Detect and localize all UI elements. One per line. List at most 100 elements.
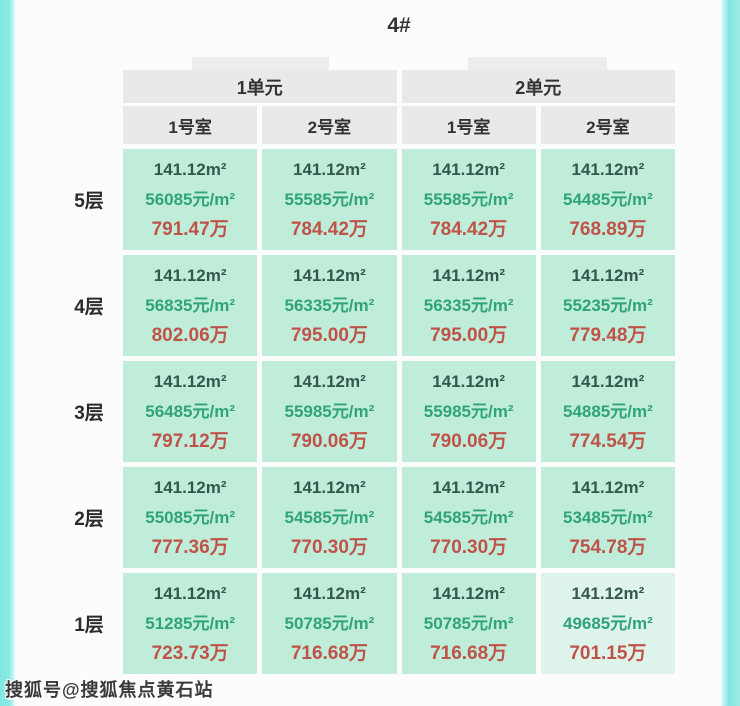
price-cell: 141.12m² 56835元/m² 802.06万 <box>123 255 258 356</box>
price-cell: 141.12m² 55985元/m² 790.06万 <box>401 361 536 462</box>
price-cell: 141.12m² 54585元/m² 770.30万 <box>262 467 397 568</box>
unit-price-value: 53485元/m² <box>562 507 653 527</box>
unit-price-value: 56485元/m² <box>145 401 236 421</box>
total-price-value: 802.06万 <box>151 324 229 346</box>
price-cell: 141.12m² 55585元/m² 784.42万 <box>262 149 397 250</box>
price-cell: 141.12m² 56335元/m² 795.00万 <box>401 255 536 356</box>
room-header-u2r2: 2号室 <box>540 106 675 144</box>
total-price-value: 716.68万 <box>290 642 368 664</box>
total-price-value: 716.68万 <box>430 642 508 664</box>
floor-label: 2层 <box>74 509 104 530</box>
area-value: 141.12m² <box>432 265 506 285</box>
area-value: 141.12m² <box>153 159 227 179</box>
unit-price-value: 50785元/m² <box>423 613 514 633</box>
area-value: 141.12m² <box>432 159 506 179</box>
unit-price-value: 55585元/m² <box>423 189 514 209</box>
area-value: 141.12m² <box>571 477 645 497</box>
total-price-value: 768.89万 <box>569 218 647 240</box>
unit-1-header: 1单元 <box>123 70 397 103</box>
price-cell: 141.12m² 55085元/m² 777.36万 <box>123 467 258 568</box>
total-price-value: 797.12万 <box>151 430 229 452</box>
unit-tabs-row <box>55 57 675 70</box>
price-cell: 141.12m² 55985元/m² 790.06万 <box>262 361 397 462</box>
price-cell: 141.12m² 53485元/m² 754.78万 <box>540 467 675 568</box>
total-price-value: 779.48万 <box>569 324 647 346</box>
unit-2-tab <box>468 57 607 70</box>
unit-1-tab <box>192 57 329 70</box>
unit-price-value: 56835元/m² <box>145 295 236 315</box>
total-price-value: 790.06万 <box>290 430 368 452</box>
area-value: 141.12m² <box>432 477 506 497</box>
unit-price-value: 54885元/m² <box>562 401 653 421</box>
unit-price-value: 54485元/m² <box>562 189 653 209</box>
unit-price-value: 56335元/m² <box>423 295 514 315</box>
area-value: 141.12m² <box>292 477 366 497</box>
area-value: 141.12m² <box>292 583 366 603</box>
total-price-value: 754.78万 <box>569 536 647 558</box>
area-value: 141.12m² <box>292 371 366 391</box>
floor-row-1: 1层 141.12m² 51285元/m² 723.73万 141.12m² 5… <box>55 573 675 674</box>
area-value: 141.12m² <box>153 371 227 391</box>
right-border-strip <box>720 0 740 706</box>
price-table: 1单元 2单元 1号室 2号室 1号室 2号室 5层 141.12m² 5608… <box>55 57 675 674</box>
area-value: 141.12m² <box>571 371 645 391</box>
room-header-u1r1: 1号室 <box>123 106 258 144</box>
total-price-value: 795.00万 <box>430 324 508 346</box>
unit-price-value: 55985元/m² <box>423 401 514 421</box>
total-price-value: 791.47万 <box>151 218 229 240</box>
unit-price-value: 55985元/m² <box>284 401 375 421</box>
floor-row-4: 4层 141.12m² 56835元/m² 802.06万 141.12m² 5… <box>55 255 675 356</box>
price-cell: 141.12m² 54885元/m² 774.54万 <box>540 361 675 462</box>
unit-price-value: 51285元/m² <box>145 613 236 633</box>
unit-price-value: 54585元/m² <box>423 507 514 527</box>
total-price-value: 774.54万 <box>569 430 647 452</box>
total-price-value: 790.06万 <box>430 430 508 452</box>
total-price-value: 777.36万 <box>151 536 229 558</box>
total-price-value: 770.30万 <box>290 536 368 558</box>
left-border-strip <box>0 0 16 706</box>
floor-row-3: 3层 141.12m² 56485元/m² 797.12万 141.12m² 5… <box>55 361 675 462</box>
unit-price-value: 49685元/m² <box>562 613 653 633</box>
price-cell: 141.12m² 55235元/m² 779.48万 <box>540 255 675 356</box>
total-price-value: 701.15万 <box>569 642 647 664</box>
unit-price-value: 56085元/m² <box>145 189 236 209</box>
room-header-u1r2: 2号室 <box>262 106 397 144</box>
floor-row-5: 5层 141.12m² 56085元/m² 791.47万 141.12m² 5… <box>55 149 675 250</box>
unit-2-header: 2单元 <box>401 70 675 103</box>
area-value: 141.12m² <box>153 583 227 603</box>
floor-label: 3层 <box>74 403 104 424</box>
unit-price-value: 50785元/m² <box>284 613 375 633</box>
room-header-u2r1: 1号室 <box>401 106 536 144</box>
price-cell: 141.12m² 54585元/m² 770.30万 <box>401 467 536 568</box>
price-cell: 141.12m² 56085元/m² 791.47万 <box>123 149 258 250</box>
price-cell: 141.12m² 51285元/m² 723.73万 <box>123 573 258 674</box>
unit-price-value: 55085元/m² <box>145 507 236 527</box>
price-cell: 141.12m² 50785元/m² 716.68万 <box>262 573 397 674</box>
price-cell: 141.12m² 55585元/m² 784.42万 <box>401 149 536 250</box>
total-price-value: 723.73万 <box>151 642 229 664</box>
area-value: 141.12m² <box>153 477 227 497</box>
area-value: 141.12m² <box>432 371 506 391</box>
area-value: 141.12m² <box>292 159 366 179</box>
total-price-value: 770.30万 <box>430 536 508 558</box>
floor-label: 5层 <box>74 191 104 212</box>
unit-price-value: 55235元/m² <box>562 295 653 315</box>
price-cell: 141.12m² 50785元/m² 716.68万 <box>401 573 536 674</box>
price-cell-highlighted: 141.12m² 49685元/m² 701.15万 <box>540 573 675 674</box>
total-price-value: 784.42万 <box>290 218 368 240</box>
price-cell: 141.12m² 54485元/m² 768.89万 <box>540 149 675 250</box>
floor-label: 1层 <box>74 615 104 636</box>
price-cell: 141.12m² 56335元/m² 795.00万 <box>262 255 397 356</box>
total-price-value: 784.42万 <box>430 218 508 240</box>
unit-header-row: 1单元 2单元 <box>123 70 675 103</box>
area-value: 141.12m² <box>571 265 645 285</box>
floor-row-2: 2层 141.12m² 55085元/m² 777.36万 141.12m² 5… <box>55 467 675 568</box>
area-value: 141.12m² <box>571 159 645 179</box>
building-title: 4# <box>387 14 411 37</box>
watermark: 搜狐号@搜狐焦点黄石站 <box>5 680 214 700</box>
total-price-value: 795.00万 <box>290 324 368 346</box>
floor-label: 4层 <box>74 297 104 318</box>
area-value: 141.12m² <box>153 265 227 285</box>
unit-price-value: 55585元/m² <box>284 189 375 209</box>
room-header-row: 1号室 2号室 1号室 2号室 <box>123 106 675 144</box>
